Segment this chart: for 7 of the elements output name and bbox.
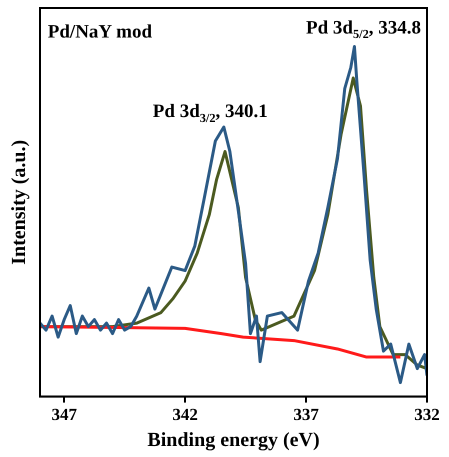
y-axis-title: Intensity (a.u.) [8,140,30,265]
x-tick-label: 342 [172,405,198,424]
x-axis-title: Binding energy (eV) [147,429,320,452]
x-tick-label: 332 [414,405,440,424]
text: Pd/NaY mod [48,21,153,42]
x-tick-label: 337 [293,405,320,424]
x-tick-label: 347 [51,405,78,424]
